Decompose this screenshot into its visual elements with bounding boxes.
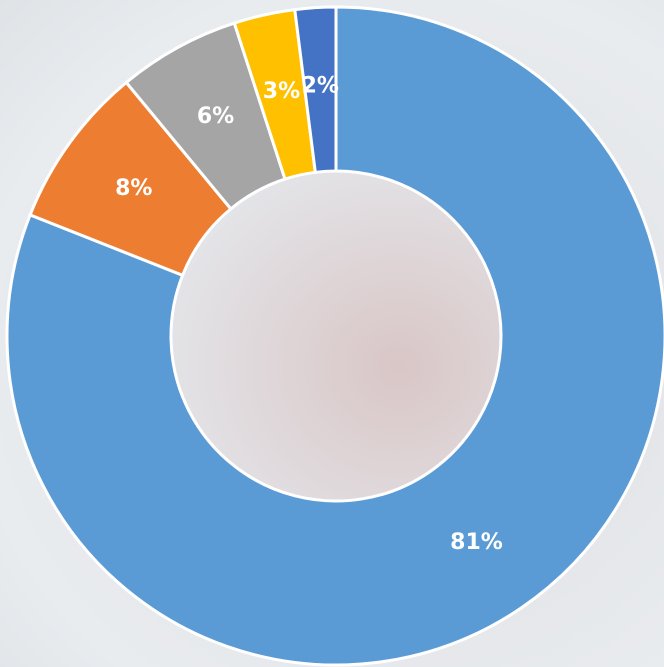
data-label: 2% xyxy=(302,73,339,98)
chart: 81% 8% 6% 3%2% xyxy=(0,0,664,667)
data-label: 6% xyxy=(197,104,234,129)
data-label: 3% xyxy=(263,79,300,104)
data-label: 81% xyxy=(450,530,503,555)
page: {"chart_data": {"type": "donut", "values… xyxy=(0,0,664,667)
data-label: 8% xyxy=(115,176,152,201)
